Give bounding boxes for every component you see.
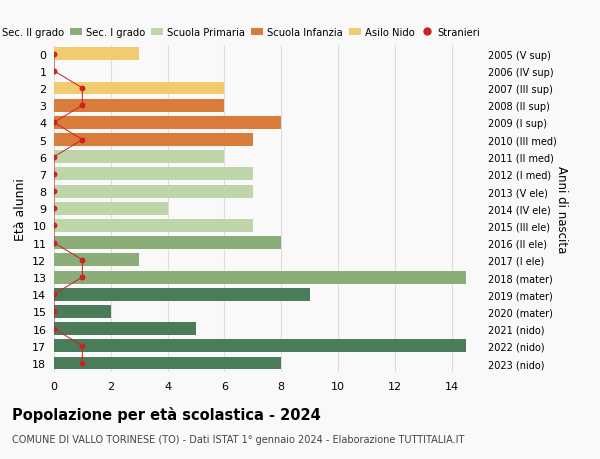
Legend: Sec. II grado, Sec. I grado, Scuola Primaria, Scuola Infanzia, Asilo Nido, Stran: Sec. II grado, Sec. I grado, Scuola Prim… xyxy=(0,28,480,38)
Bar xyxy=(54,254,139,267)
Bar xyxy=(54,117,281,129)
Bar xyxy=(54,134,253,147)
Point xyxy=(49,325,59,333)
Point xyxy=(49,222,59,230)
Point xyxy=(77,102,87,110)
Bar xyxy=(54,271,466,284)
Point xyxy=(49,205,59,213)
Bar xyxy=(54,185,253,198)
Bar xyxy=(54,288,310,301)
Text: COMUNE DI VALLO TORINESE (TO) - Dati ISTAT 1° gennaio 2024 - Elaborazione TUTTIT: COMUNE DI VALLO TORINESE (TO) - Dati IST… xyxy=(12,434,464,444)
Bar xyxy=(54,202,167,215)
Point xyxy=(49,154,59,161)
Bar xyxy=(54,340,466,353)
Point xyxy=(77,137,87,144)
Bar xyxy=(54,151,224,164)
Point xyxy=(49,240,59,247)
Point xyxy=(49,171,59,178)
Text: Popolazione per età scolastica - 2024: Popolazione per età scolastica - 2024 xyxy=(12,406,321,422)
Point xyxy=(77,85,87,92)
Bar xyxy=(54,357,281,369)
Point xyxy=(77,342,87,350)
Point xyxy=(49,68,59,75)
Point xyxy=(77,274,87,281)
Bar xyxy=(54,219,253,232)
Point xyxy=(77,359,87,367)
Point xyxy=(49,308,59,315)
Point xyxy=(77,257,87,264)
Y-axis label: Età alunni: Età alunni xyxy=(14,178,26,240)
Y-axis label: Anni di nascita: Anni di nascita xyxy=(554,165,568,252)
Bar xyxy=(54,168,253,181)
Bar xyxy=(54,305,111,318)
Bar xyxy=(54,323,196,336)
Point xyxy=(49,291,59,298)
Point xyxy=(49,188,59,196)
Bar xyxy=(54,82,224,95)
Point xyxy=(49,51,59,58)
Point xyxy=(49,119,59,127)
Bar xyxy=(54,100,224,112)
Bar xyxy=(54,237,281,250)
Bar xyxy=(54,48,139,61)
